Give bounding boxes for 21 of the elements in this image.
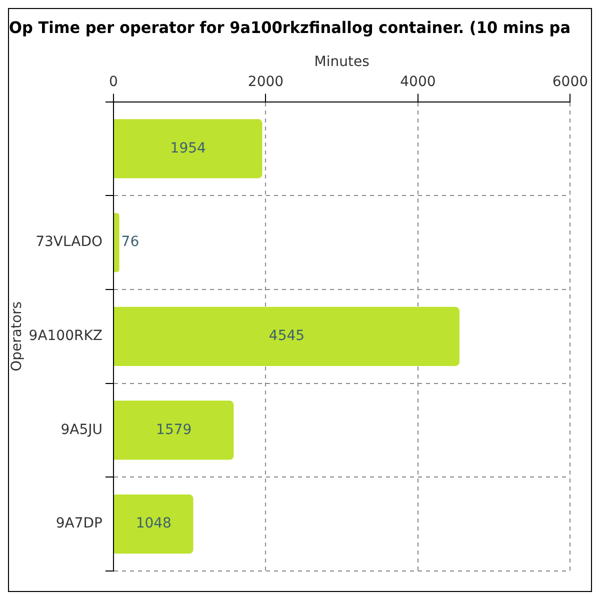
bar <box>114 213 120 272</box>
y-tick-label: 73VLADO <box>36 234 103 250</box>
x-tick-label: 6000 <box>552 74 588 90</box>
data-label: 76 <box>121 234 140 250</box>
data-label: 1048 <box>136 516 172 532</box>
x-axis-title: Minutes <box>314 54 370 70</box>
bar <box>114 119 262 178</box>
x-tick-label: 2000 <box>248 74 284 90</box>
bar <box>114 306 460 366</box>
chart-title: Op Time per operator for 9a100rkzfinallog container. (10 mins pa <box>9 17 571 37</box>
data-label: 4545 <box>268 328 305 344</box>
data-label: 1579 <box>156 422 192 438</box>
bar <box>114 400 234 460</box>
y-tick-label: 9A7DP <box>56 516 103 532</box>
x-tick-label: 0 <box>109 74 118 90</box>
x-tick-label: 4000 <box>400 74 436 90</box>
y-axis-title: Operators <box>9 301 26 372</box>
y-tick-label: 9A100RKZ <box>28 328 103 344</box>
y-tick-label: 9A5JU <box>60 422 103 438</box>
bar <box>114 494 194 554</box>
data-label: 1954 <box>170 140 206 156</box>
